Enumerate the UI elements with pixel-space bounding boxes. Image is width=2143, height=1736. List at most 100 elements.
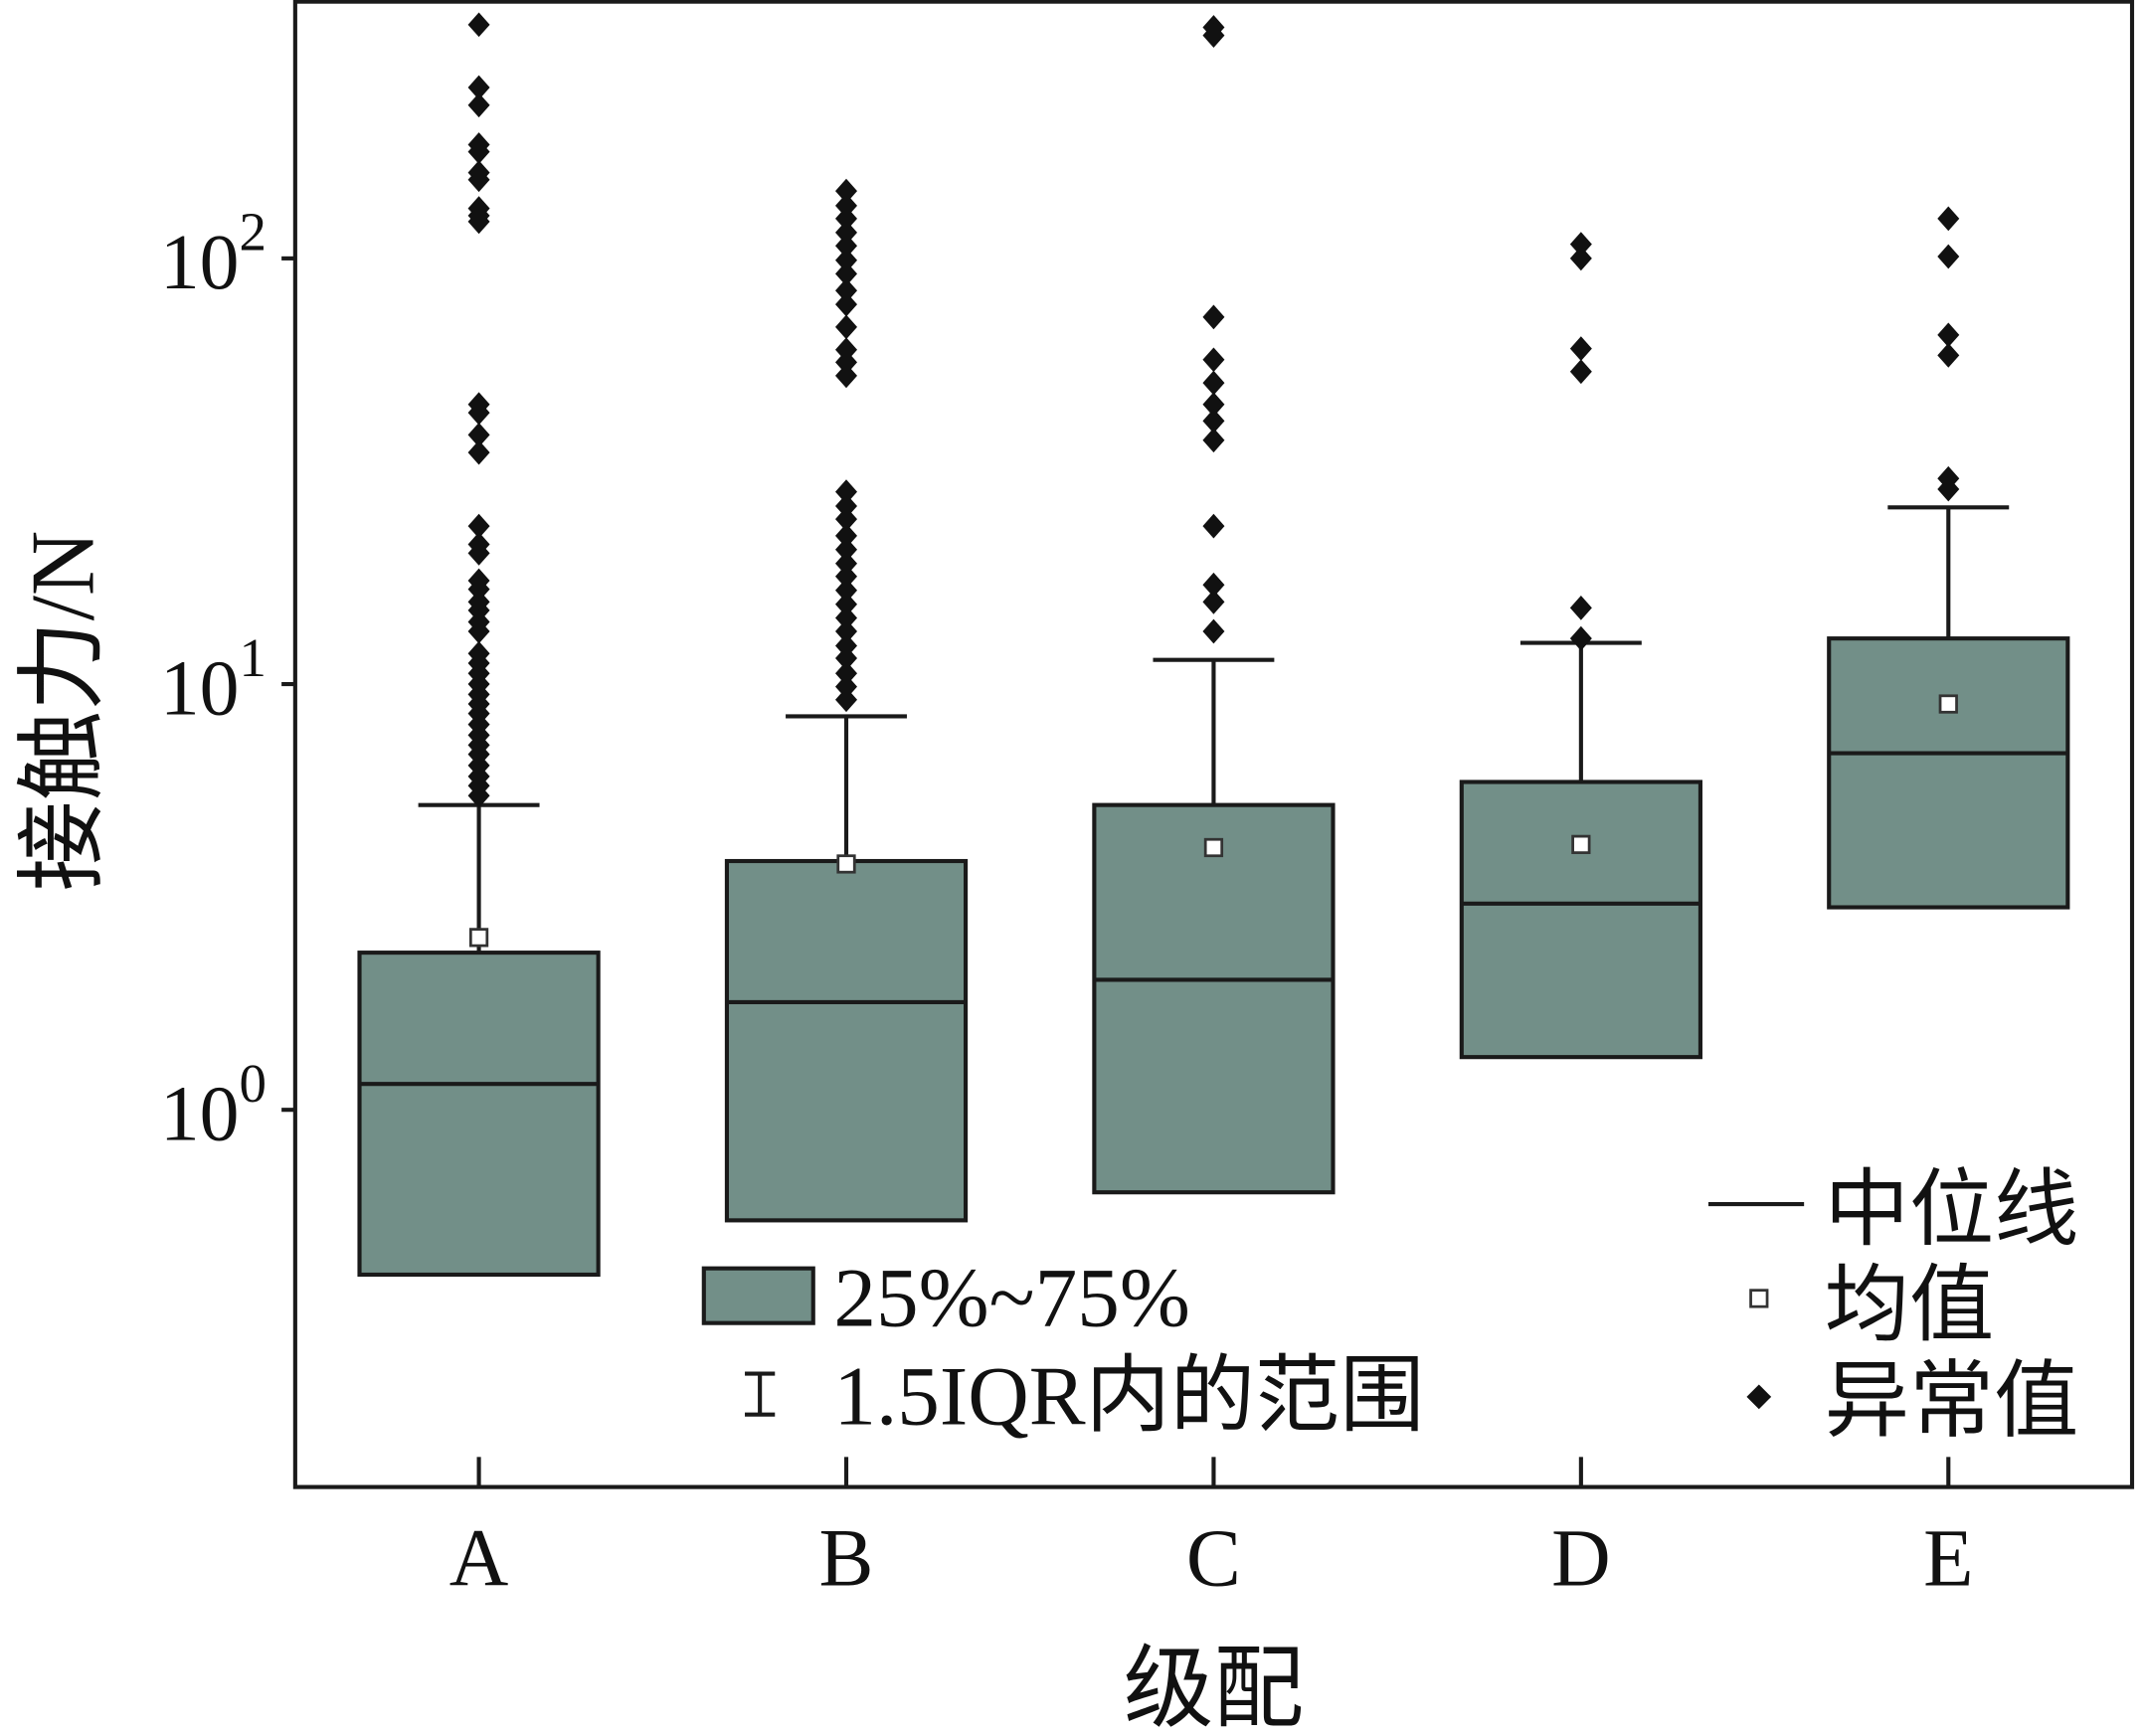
outlier-marker: [467, 12, 490, 38]
iqr-box: [1092, 802, 1336, 1195]
iqr-box: [357, 951, 601, 1278]
y-tick-label: 102: [160, 202, 267, 306]
mean-marker: [468, 928, 489, 948]
legend-label-whisker: 1.5IQR内的范围: [833, 1349, 1424, 1443]
y-tick-label-exponent: 0: [240, 1053, 267, 1114]
outlier-marker: [1937, 206, 1960, 232]
outlier-marker: [835, 220, 857, 246]
outlier-marker: [835, 277, 857, 303]
outlier-marker: [835, 493, 857, 519]
y-tick-label: 101: [160, 627, 267, 732]
outlier-marker: [467, 782, 490, 808]
box-group-A: [357, 12, 601, 1278]
outlier-marker: [835, 261, 857, 286]
outlier-marker: [1937, 244, 1960, 269]
outlier-marker: [835, 350, 857, 375]
mean-marker: [1203, 837, 1224, 858]
outlier-marker: [835, 618, 857, 644]
outlier-marker: [1569, 232, 1592, 257]
mean-marker: [1571, 834, 1591, 854]
legend-label-median: 中位线: [1825, 1163, 2079, 1257]
outlier-marker: [467, 167, 490, 193]
outlier-marker: [1202, 618, 1225, 644]
outlier-marker: [835, 564, 857, 590]
outlier-marker: [835, 592, 857, 617]
outlier-marker: [467, 618, 490, 644]
outlier-marker: [835, 363, 857, 389]
x-axis-title: 级配: [1124, 1639, 1304, 1736]
box-group-E: [1827, 206, 2070, 910]
outlier-marker: [835, 674, 857, 700]
outlier-marker: [835, 537, 857, 563]
outlier-marker: [1569, 336, 1592, 361]
y-tick-label-base: 10: [160, 219, 240, 306]
y-tick-label-base: 10: [160, 1070, 240, 1157]
outlier-marker: [835, 193, 857, 219]
y-tick-label-base: 10: [160, 644, 240, 732]
outlier-marker: [467, 209, 490, 235]
y-tick-label-exponent: 2: [240, 202, 267, 262]
box-group-D: [1459, 232, 1702, 1060]
outlier-marker: [835, 178, 857, 204]
y-tick-label: 100: [160, 1053, 267, 1157]
legend-label-outlier: 异常值: [1825, 1355, 2079, 1449]
outlier-marker: [835, 606, 857, 630]
x-tick-label: E: [1923, 1513, 1973, 1604]
x-tick-label: A: [449, 1513, 509, 1604]
outlier-marker: [467, 75, 490, 100]
legend-right: 中位线 均值 异常值: [1707, 1163, 2079, 1449]
outlier-marker: [835, 578, 857, 604]
box-group-C: [1092, 15, 1336, 1195]
iqr-box: [724, 858, 969, 1223]
legend-outlier-diamond-icon: [1746, 1384, 1772, 1410]
outlier-marker: [467, 92, 490, 118]
legend-mean-square-icon: [1749, 1289, 1769, 1308]
outlier-marker: [835, 523, 857, 549]
outlier-marker: [1937, 476, 1960, 502]
outlier-marker: [1569, 625, 1592, 651]
outlier-marker: [1937, 342, 1960, 368]
outlier-marker: [1202, 304, 1225, 330]
outlier-marker: [1202, 428, 1225, 453]
outlier-marker: [467, 577, 490, 603]
outlier-marker: [467, 541, 490, 566]
x-tick-label: D: [1551, 1513, 1611, 1604]
outlier-marker: [835, 551, 857, 577]
outlier-marker: [835, 645, 857, 671]
outlier-marker: [467, 439, 490, 465]
legend-box-swatch: [701, 1266, 815, 1325]
y-axis-title: 接触力/N: [12, 531, 112, 892]
outlier-marker: [835, 291, 857, 317]
mean-marker: [836, 854, 856, 874]
legend-label-mean: 均值: [1825, 1260, 1994, 1353]
outlier-marker: [835, 660, 857, 686]
x-tick-label: B: [819, 1513, 874, 1604]
mean-marker: [1938, 694, 1958, 714]
outlier-marker: [1569, 359, 1592, 385]
outlier-marker: [1569, 246, 1592, 271]
outlier-marker: [1202, 589, 1225, 614]
outlier-marker: [1937, 322, 1960, 348]
box-group-B: [724, 178, 969, 1223]
outlier-marker: [467, 513, 490, 539]
outlier-marker: [467, 139, 490, 165]
legend-left: 25%~75% 1.5IQR内的范围: [701, 1251, 1424, 1443]
legend-label-iqr-box: 25%~75%: [833, 1251, 1189, 1344]
outlier-marker: [467, 400, 490, 426]
outlier-marker: [835, 337, 857, 363]
outlier-marker: [1202, 370, 1225, 396]
outlier-marker: [467, 422, 490, 447]
outlier-marker: [1569, 596, 1592, 620]
outlier-marker: [835, 314, 857, 340]
y-tick-label-exponent: 1: [240, 627, 267, 688]
outlier-marker: [835, 206, 857, 232]
x-tick-label: C: [1186, 1513, 1241, 1604]
iqr-box: [1827, 636, 2070, 910]
legend-whisker-icon: [745, 1371, 776, 1417]
outlier-marker: [1202, 513, 1225, 539]
outlier-marker: [835, 479, 857, 504]
iqr-box: [1459, 780, 1702, 1060]
outlier-marker: [835, 248, 857, 273]
